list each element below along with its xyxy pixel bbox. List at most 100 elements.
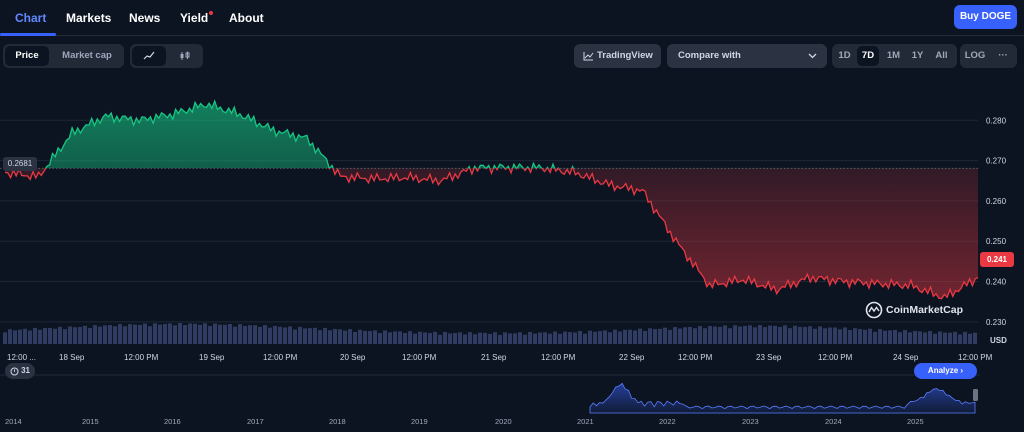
range-year-label: 2014 <box>5 417 22 426</box>
tradingview-button[interactable]: TradingView <box>574 44 661 68</box>
volume-bar <box>238 324 242 344</box>
price-tab[interactable]: Price <box>5 46 49 66</box>
volume-bar <box>463 334 467 344</box>
range-year-label: 2015 <box>82 417 99 426</box>
volume-bar <box>653 329 657 344</box>
range-year-label: 2023 <box>742 417 759 426</box>
volume-bar <box>503 332 507 344</box>
y-tick-label: 0.260 <box>986 197 1007 206</box>
top-nav: Chart Markets News Yield About Buy DOGE <box>0 0 1024 36</box>
volume-bar <box>568 332 572 344</box>
volume-bar <box>798 326 802 344</box>
volume-bar <box>108 324 112 344</box>
chevron-down-icon <box>808 53 817 59</box>
range-handle[interactable] <box>973 389 978 401</box>
volume-bar <box>58 326 62 344</box>
volume-bar <box>188 323 192 344</box>
volume-bar <box>13 330 17 344</box>
volume-bar <box>698 326 702 344</box>
volume-bar <box>928 330 932 344</box>
volume-bar <box>293 329 297 344</box>
volume-bar <box>948 332 952 344</box>
range-1d[interactable]: 1D <box>838 50 851 61</box>
volume-bar <box>343 330 347 344</box>
chart-area-icon <box>583 52 594 61</box>
tab-chart[interactable]: Chart <box>15 11 47 25</box>
range-7d[interactable]: 7D <box>857 46 879 66</box>
volume-bar <box>703 328 707 344</box>
volume-bar <box>758 325 762 344</box>
volume-bar <box>683 327 687 344</box>
volume-bar <box>403 333 407 344</box>
volume-bar <box>138 324 142 344</box>
range-1y[interactable]: 1Y <box>911 50 924 61</box>
volume-bar <box>418 331 422 344</box>
line-chart-icon <box>143 51 155 60</box>
market-cap-tab[interactable]: Market cap <box>62 50 112 61</box>
volume-bar <box>193 323 197 344</box>
volume-bar <box>198 324 202 344</box>
volume-bar <box>78 326 82 344</box>
volume-bar <box>728 328 732 344</box>
more-options-button[interactable]: ··· <box>998 50 1008 61</box>
volume-bar <box>953 331 957 344</box>
volume-bar <box>73 327 77 344</box>
log-scale-button[interactable]: LOG <box>964 50 986 61</box>
currency-label: USD <box>990 336 1007 345</box>
volume-bar <box>183 325 187 344</box>
line-chart-button[interactable] <box>132 46 166 66</box>
y-tick-label: 0.240 <box>986 278 1007 287</box>
reference-price-tag: 0.2681 <box>3 157 37 171</box>
buy-button[interactable]: Buy DOGE <box>954 5 1017 29</box>
volume-bar <box>43 328 47 344</box>
tab-news[interactable]: News <box>129 11 161 25</box>
volume-bar <box>673 327 677 344</box>
price-chart[interactable]: 0.280 0.270 0.260 0.250 0.240 0.230 12:00 ...… <box>0 76 1024 432</box>
events-badge[interactable]: 31 <box>5 363 35 379</box>
price-line-down <box>4 168 979 300</box>
volume-bar <box>18 329 22 344</box>
compare-select[interactable]: Compare with <box>667 44 827 68</box>
analyze-button[interactable]: Analyze › <box>914 363 977 379</box>
volume-bar <box>83 325 87 344</box>
volume-bar <box>378 332 382 344</box>
volume-bar <box>283 327 287 344</box>
volume-bar <box>273 325 277 344</box>
range-navigator[interactable]: 2014 2015 2016 2017 2018 2019 2020 2021 2022 2023… <box>0 374 980 426</box>
volume-bar <box>743 325 747 344</box>
watermark-text: CoinMarketCap <box>886 304 964 316</box>
volume-bar <box>688 326 692 344</box>
volume-bar <box>848 330 852 344</box>
candlestick-button[interactable] <box>168 46 201 66</box>
x-tick-label: 19 Sep <box>199 353 225 362</box>
volume-bar <box>608 332 612 344</box>
volume-bar <box>643 331 647 344</box>
volume-bar <box>523 334 527 344</box>
events-count: 31 <box>21 366 30 375</box>
volume-bar <box>808 326 812 344</box>
volume-bar <box>93 325 97 344</box>
x-tick-label: 24 Sep <box>893 353 919 362</box>
volume-bar <box>218 324 222 344</box>
volume-bar <box>443 331 447 344</box>
tab-yield[interactable]: Yield <box>180 11 214 25</box>
tab-about[interactable]: About <box>229 11 264 25</box>
chevron-right-icon: › <box>960 366 964 375</box>
volume-bar <box>398 331 402 344</box>
volume-bar <box>693 328 697 344</box>
gain-area <box>45 101 574 169</box>
volume-bar <box>823 328 827 344</box>
range-all[interactable]: All <box>935 50 948 61</box>
x-tick-label: 12:00 PM <box>678 353 713 362</box>
volume-bar <box>623 329 627 344</box>
volume-bar <box>348 329 352 344</box>
volume-bar <box>433 331 437 344</box>
volume-bar <box>888 330 892 344</box>
tab-markets[interactable]: Markets <box>66 11 112 25</box>
x-tick-label: 20 Sep <box>340 353 366 362</box>
tab-yield-label: Yield <box>180 11 209 25</box>
volume-bar <box>648 328 652 344</box>
volume-bar <box>908 332 912 344</box>
volume-bar <box>918 331 922 344</box>
range-1m[interactable]: 1M <box>886 50 901 61</box>
